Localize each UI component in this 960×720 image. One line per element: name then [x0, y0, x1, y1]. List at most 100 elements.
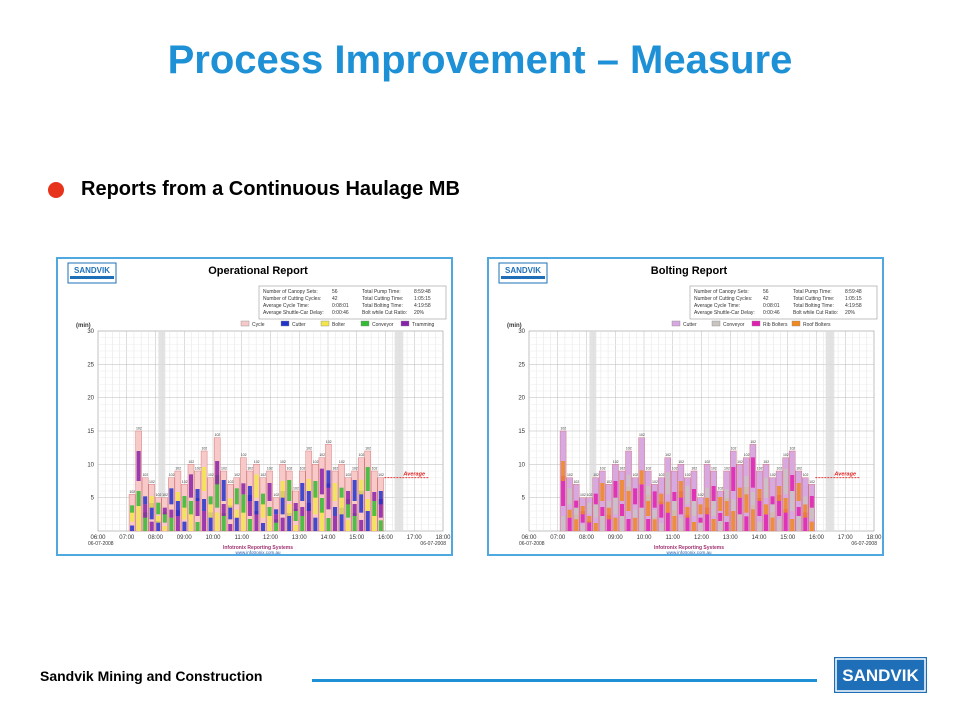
legend-label: Rib Bolters — [763, 322, 788, 328]
stat-value: 4:19:58 — [845, 303, 862, 309]
bar-segment — [737, 507, 742, 531]
bar-segment — [221, 504, 226, 516]
bar-data-label: 102 — [619, 467, 625, 471]
bar-segment — [613, 481, 618, 498]
bar-data-label: 102 — [359, 453, 365, 457]
x-tick-label: 15:00 — [780, 535, 796, 541]
bar-segment — [809, 503, 814, 520]
bar-segment — [359, 520, 364, 531]
bar-segment — [365, 467, 370, 491]
bar-segment — [698, 522, 703, 531]
bar-data-label: 102 — [142, 473, 148, 477]
stat-label: Total Cutting Time: — [793, 296, 834, 302]
logo-text: SANDVIK — [842, 666, 919, 685]
bar-segment — [731, 511, 736, 531]
bar-data-label: 102 — [247, 467, 253, 471]
bar-segment — [698, 504, 703, 515]
bar-data-label: 102 — [587, 493, 593, 497]
bar-data-label: 102 — [326, 440, 332, 444]
bar-segment — [156, 516, 161, 523]
bar-segment — [606, 507, 611, 520]
bar-segment — [757, 522, 762, 531]
bar-segment — [678, 517, 683, 531]
bar-data-label: 102 — [626, 447, 632, 451]
bar-segment — [672, 510, 677, 531]
bar-data-label: 102 — [757, 467, 763, 471]
bar-segment — [130, 505, 135, 513]
bar-segment — [352, 513, 357, 531]
stat-label: Total Bolting Time: — [362, 303, 403, 309]
stat-value: 20% — [845, 310, 856, 316]
bar-segment — [737, 497, 742, 515]
bar-data-label: 102 — [352, 467, 358, 471]
bar-segment — [169, 517, 174, 531]
bar-segment — [175, 492, 180, 501]
bar-data-label: 102 — [182, 480, 188, 484]
bar-segment — [574, 514, 579, 531]
bar-segment — [346, 491, 351, 505]
bar-segment — [665, 501, 670, 513]
bar-segment — [698, 517, 703, 523]
bar-segment — [580, 511, 585, 523]
bar-segment — [718, 513, 723, 521]
bar-segment — [339, 507, 344, 531]
bar-data-label: 102 — [639, 433, 645, 437]
bullet-item: Reports from a Continuous Haulage MB — [48, 178, 460, 201]
bar-data-label: 102 — [215, 433, 221, 437]
report-logo-text: SANDVIK — [505, 266, 541, 275]
y-tick-label: 20 — [87, 396, 94, 402]
legend-swatch — [320, 320, 330, 327]
bar-segment — [365, 499, 370, 511]
bar-segment — [175, 501, 180, 516]
legend-label: Roof Bolters — [803, 322, 831, 328]
bar-data-label: 102 — [300, 467, 306, 471]
bar-segment — [783, 509, 788, 531]
bar-segment — [319, 468, 324, 495]
bar-data-label: 102 — [162, 493, 168, 497]
operational-report-panel: SANDVIK Operational Report Number of Canop… — [56, 257, 453, 556]
bar-segment — [672, 492, 677, 501]
bar-segment — [306, 503, 311, 531]
legend-swatch — [360, 320, 370, 327]
bar-segment — [580, 506, 585, 515]
bar-segment — [365, 511, 370, 531]
bar-segment — [359, 479, 364, 495]
bar-segment — [254, 474, 259, 498]
bar-data-label: 102 — [175, 467, 181, 471]
bar-data-label: 102 — [731, 447, 737, 451]
bar-data-label: 102 — [319, 453, 325, 457]
bar-segment — [763, 504, 769, 515]
infotronix-url: www.infotronix.com.au — [666, 550, 712, 554]
bar-segment — [750, 492, 755, 510]
bar-segment — [783, 498, 788, 513]
bar-segment — [731, 499, 736, 511]
x-tick-label: 17:00 — [407, 535, 423, 541]
bar-data-label: 102 — [345, 473, 351, 477]
bar-segment — [306, 491, 311, 511]
stat-value: 1:05:15 — [845, 296, 862, 302]
stat-value: 0:00:46 — [332, 310, 349, 316]
bar-data-label: 102 — [796, 467, 802, 471]
date-left: 06-07-2008 — [519, 541, 545, 547]
bar-data-label: 102 — [711, 467, 717, 471]
logo-background — [834, 657, 927, 693]
bar-data-label: 102 — [678, 460, 684, 464]
stat-value: 4:19:58 — [414, 303, 431, 309]
bar-segment — [162, 507, 167, 515]
bar-segment — [143, 496, 148, 505]
bar-segment — [169, 488, 174, 505]
bar-segment — [162, 526, 167, 531]
bar-segment — [685, 507, 690, 518]
bar-segment — [790, 475, 795, 491]
bar-segment — [306, 479, 311, 491]
bar-data-label: 102 — [234, 473, 240, 477]
bar-segment — [234, 509, 239, 518]
date-right: 06-07-2008 — [851, 541, 877, 547]
bar-data-label: 102 — [365, 447, 371, 451]
average-label: Average — [833, 472, 856, 478]
x-tick-label: 09:00 — [608, 535, 624, 541]
bar-segment — [300, 483, 305, 501]
bar-segment — [705, 487, 710, 498]
bar-segment — [162, 512, 167, 523]
bar-segment — [770, 496, 775, 505]
